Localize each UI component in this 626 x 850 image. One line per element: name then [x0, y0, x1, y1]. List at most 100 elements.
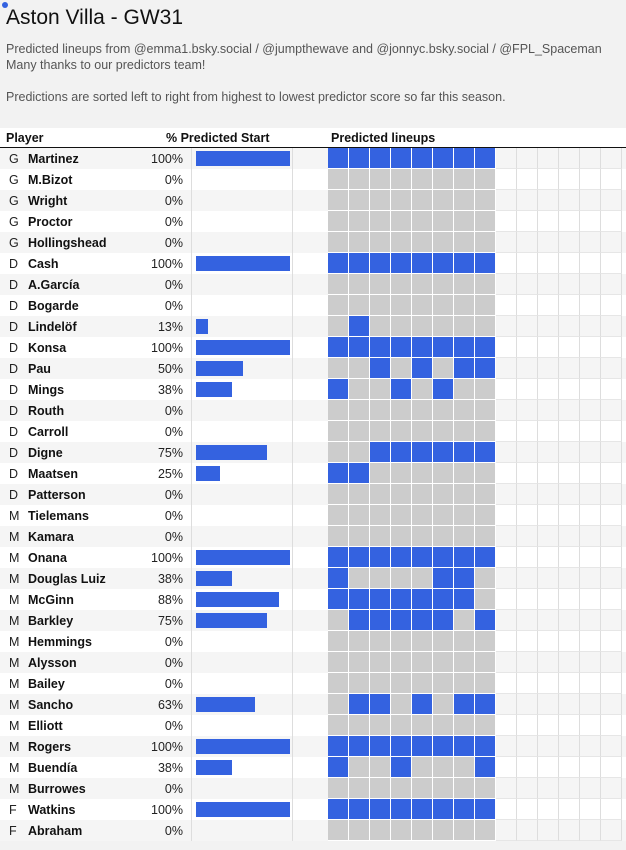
- lineup-cell-start: [412, 694, 433, 715]
- lineup-cell-bench: [391, 274, 412, 295]
- lineup-cell-bench: [370, 778, 391, 799]
- lineup-cell-start: [391, 337, 412, 358]
- lineup-cell-bench: [475, 463, 496, 484]
- lineup-cell-start: [391, 610, 412, 631]
- lineup-cell-empty: [559, 673, 580, 694]
- lineup-cell-empty: [559, 253, 580, 274]
- table-row: D Mings 38%: [0, 379, 626, 400]
- lineup-cell-empty: [601, 778, 622, 799]
- lineup-cell-bench: [328, 715, 349, 736]
- lineup-cell-start: [328, 547, 349, 568]
- player-name: A.García: [28, 278, 80, 292]
- corner-dot: [2, 2, 8, 8]
- pct-bar-cell: [191, 211, 293, 232]
- lineup-cell-bench: [370, 652, 391, 673]
- lineup-cell-bench: [412, 274, 433, 295]
- lineup-cell-empty: [496, 190, 517, 211]
- pct-bar-cell: [191, 421, 293, 442]
- predicted-start-pct: 100%: [151, 740, 183, 754]
- lineup-cell-empty: [496, 169, 517, 190]
- lineup-cell-bench: [454, 820, 475, 841]
- table-row: M Tielemans 0%: [0, 505, 626, 526]
- subtitle-sorting-note: Predictions are sorted left to right fro…: [6, 90, 506, 104]
- player-name: Digne: [28, 446, 63, 460]
- lineup-cell-start: [433, 736, 454, 757]
- lineup-cell-bench: [391, 295, 412, 316]
- lineup-cell-empty: [517, 736, 538, 757]
- player-position: F: [9, 803, 17, 817]
- predicted-start-pct: 0%: [164, 488, 183, 502]
- lineup-cell-start: [370, 358, 391, 379]
- lineup-cell-empty: [580, 253, 601, 274]
- pct-bar-cell: [191, 694, 293, 715]
- lineup-cell-empty: [601, 274, 622, 295]
- lineup-cell-empty: [580, 421, 601, 442]
- lineup-cell-bench: [433, 778, 454, 799]
- pct-bar: [196, 151, 290, 166]
- lineup-cell-empty: [580, 568, 601, 589]
- lineup-cell-empty: [496, 694, 517, 715]
- lineup-cell-bench: [433, 484, 454, 505]
- lineup-cell-bench: [370, 274, 391, 295]
- lineup-cell-bench: [349, 169, 370, 190]
- lineup-cell-bench: [328, 778, 349, 799]
- lineup-cell-start: [433, 379, 454, 400]
- lineup-cell-bench: [370, 526, 391, 547]
- table-row: G Martinez 100%: [0, 148, 626, 169]
- subtitle-predictors: Predicted lineups from @emma1.bsky.socia…: [6, 42, 602, 56]
- predicted-start-pct: 0%: [164, 656, 183, 670]
- predicted-start-pct: 0%: [164, 278, 183, 292]
- pct-bar-cell: [191, 274, 293, 295]
- lineup-cell-bench: [412, 820, 433, 841]
- lineup-cell-empty: [538, 211, 559, 232]
- lineup-cell-empty: [538, 274, 559, 295]
- lineup-cell-empty: [517, 799, 538, 820]
- lineup-cell-empty: [538, 190, 559, 211]
- lineup-cell-empty: [538, 610, 559, 631]
- lineup-cell-empty: [580, 232, 601, 253]
- lineup-cell-bench: [412, 379, 433, 400]
- lineup-cell-bench: [370, 820, 391, 841]
- lineup-cell-start: [328, 337, 349, 358]
- lineup-cell-bench: [349, 295, 370, 316]
- lineup-cell-empty: [538, 421, 559, 442]
- table-row: G Wright 0%: [0, 190, 626, 211]
- lineup-cell-bench: [349, 715, 370, 736]
- pct-bar-cell: [191, 778, 293, 799]
- lineup-cell-start: [475, 337, 496, 358]
- lineup-cell-bench: [391, 400, 412, 421]
- lineup-cell-start: [433, 148, 454, 169]
- lineup-cell-start: [328, 736, 349, 757]
- lineup-cell-bench: [433, 211, 454, 232]
- predicted-start-pct: 38%: [157, 761, 183, 775]
- lineup-cell-empty: [538, 484, 559, 505]
- lineup-cell-empty: [580, 358, 601, 379]
- lineup-cell-start: [412, 736, 433, 757]
- lineup-cell-bench: [475, 526, 496, 547]
- lineup-cell-start: [349, 316, 370, 337]
- pct-bar-cell: [191, 337, 293, 358]
- pct-bar-cell: [191, 568, 293, 589]
- lineup-cell-bench: [475, 568, 496, 589]
- lineup-cell-empty: [559, 568, 580, 589]
- lineup-cell-bench: [349, 379, 370, 400]
- lineup-cell-bench: [391, 526, 412, 547]
- lineup-cell-start: [475, 757, 496, 778]
- lineup-cell-bench: [370, 211, 391, 232]
- player-name: Watkins: [28, 803, 76, 817]
- lineup-cell-start: [328, 253, 349, 274]
- lineup-cell-bench: [391, 232, 412, 253]
- header-pct: % Predicted Start: [166, 131, 270, 145]
- lineup-cell-bench: [475, 673, 496, 694]
- player-name: Elliott: [28, 719, 63, 733]
- player-name: Bailey: [28, 677, 65, 691]
- lineup-cell-bench: [454, 757, 475, 778]
- lineup-cell-empty: [580, 400, 601, 421]
- table-row: D Routh 0%: [0, 400, 626, 421]
- pct-bar: [196, 382, 232, 397]
- lineup-cell-bench: [475, 190, 496, 211]
- lineup-cell-empty: [496, 232, 517, 253]
- pct-bar-cell: [191, 526, 293, 547]
- lineup-cell-empty: [517, 820, 538, 841]
- player-name: Hollingshead: [28, 236, 107, 250]
